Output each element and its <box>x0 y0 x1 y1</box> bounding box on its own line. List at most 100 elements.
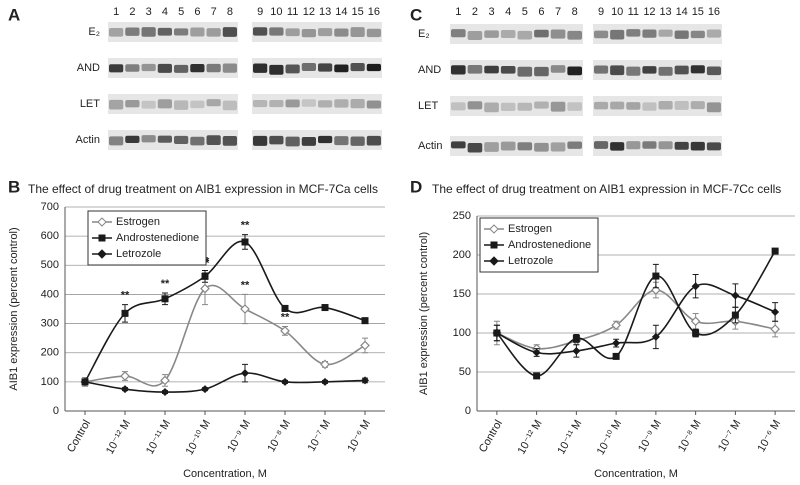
blot-band <box>517 30 533 40</box>
data-point <box>120 371 130 381</box>
y-tick-label: 150 <box>453 288 471 300</box>
blot-band <box>451 102 466 111</box>
data-point <box>360 340 370 351</box>
blot-band <box>626 66 641 76</box>
blot-band <box>350 136 365 146</box>
lane-number: 2 <box>129 6 135 18</box>
blot-band <box>550 29 566 39</box>
x-tick-label: 10⁻⁷ M <box>306 418 334 454</box>
data-point <box>361 376 369 385</box>
blot-band <box>642 66 657 74</box>
blot-band <box>222 27 237 37</box>
data-point <box>651 332 660 341</box>
blot-band <box>706 102 721 113</box>
blot-band <box>350 63 365 72</box>
blot-band <box>484 142 499 152</box>
blot-band <box>451 29 466 38</box>
blot-band <box>190 100 205 109</box>
blot-band <box>222 135 237 146</box>
data-point <box>161 295 169 303</box>
lane-number: 15 <box>352 6 364 18</box>
blot-band <box>626 29 641 37</box>
blot-band <box>610 142 625 151</box>
lane-number: 12 <box>643 6 655 18</box>
blot-band <box>366 63 381 72</box>
legend-marker <box>490 241 498 249</box>
data-point <box>201 272 209 280</box>
blot-band <box>206 99 221 107</box>
blot-band <box>350 27 365 37</box>
x-tick-label: Control <box>65 418 93 455</box>
lane-number: 8 <box>572 6 578 18</box>
blot-band <box>125 99 140 108</box>
data-point <box>241 369 249 378</box>
lane-number: 11 <box>628 6 639 18</box>
blot-band <box>141 27 156 37</box>
blot-strip <box>593 24 722 44</box>
blot-band <box>269 99 284 108</box>
annotation: ** <box>281 311 290 323</box>
data-point <box>320 359 330 370</box>
data-point <box>612 352 620 360</box>
data-point <box>692 329 700 337</box>
data-point <box>241 238 249 246</box>
lane-number: 4 <box>162 6 168 18</box>
blot-band <box>109 99 124 110</box>
blot-band <box>190 63 205 73</box>
lane-number: 4 <box>505 6 511 18</box>
y-tick-label: 100 <box>453 327 471 339</box>
blot-band <box>334 136 349 146</box>
lane-number: 5 <box>178 6 184 18</box>
lane-number: 10 <box>270 6 282 18</box>
blot-band <box>206 135 221 145</box>
blot-band <box>318 28 333 37</box>
blot-strip <box>593 60 722 80</box>
data-point <box>771 307 780 316</box>
blot-row-label: AND <box>418 64 441 76</box>
lane-number: 2 <box>472 6 478 18</box>
y-tick-label: 250 <box>453 210 471 222</box>
data-point <box>281 377 289 386</box>
blot-band <box>285 64 300 74</box>
blot-band <box>206 28 221 37</box>
chart-title: The effect of drug treatment on AIB1 exp… <box>28 182 378 196</box>
blot-band <box>301 28 316 38</box>
blot-band <box>658 141 673 150</box>
y-tick-label: 0 <box>53 405 59 417</box>
lane-number: 12 <box>303 6 315 18</box>
data-point <box>201 385 209 394</box>
y-tick-label: 200 <box>41 347 59 359</box>
blot-band <box>350 99 365 109</box>
blot-band <box>334 64 349 73</box>
blot-strip <box>450 96 583 116</box>
lane-number: 14 <box>335 6 347 18</box>
blot-band <box>594 101 609 110</box>
blot-band <box>301 63 316 72</box>
blot-band <box>517 66 533 77</box>
blot-strip <box>450 24 583 44</box>
blot-strip <box>108 130 238 150</box>
blot-band <box>301 99 316 107</box>
lane-number: 7 <box>211 6 217 18</box>
blot-band <box>366 135 381 146</box>
blot-band <box>366 100 381 109</box>
lane-number: 1 <box>113 6 119 18</box>
blot-strip <box>450 60 583 80</box>
blot-band <box>318 100 333 108</box>
lane-number: 6 <box>194 6 200 18</box>
blot-band <box>157 63 172 73</box>
blot-band <box>690 65 705 74</box>
data-point <box>612 339 621 348</box>
x-tick-label: Control <box>477 418 505 455</box>
lane-number: 9 <box>598 6 604 18</box>
x-tick-label: 10⁻⁸ M <box>265 418 293 454</box>
blot-band <box>534 142 549 152</box>
x-tick-label: 10⁻¹⁰ M <box>184 418 214 457</box>
blot-band <box>174 135 189 145</box>
data-point <box>280 326 290 336</box>
lane-number: 10 <box>611 6 623 18</box>
blot-band <box>642 29 657 38</box>
data-point <box>321 304 329 312</box>
y-tick-label: 200 <box>453 249 471 261</box>
blot-band <box>690 141 705 151</box>
